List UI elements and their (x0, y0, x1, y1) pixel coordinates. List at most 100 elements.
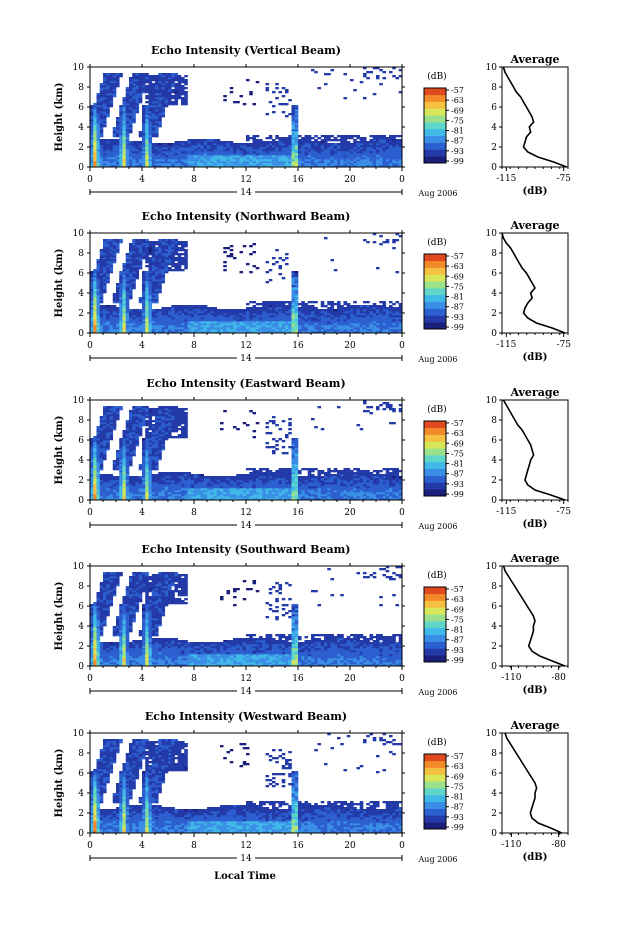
heatmap-cell (314, 157, 318, 160)
heatmap-cell (96, 131, 101, 134)
heatmap-cell (181, 329, 185, 332)
heatmap-cell (285, 311, 289, 314)
heatmap-cell (311, 157, 315, 160)
heatmap-cell (363, 165, 367, 168)
heatmap-cell (142, 462, 146, 465)
heatmap-cell (164, 91, 169, 94)
heatmap-cell (158, 101, 162, 104)
heatmap-cell (301, 161, 305, 164)
heatmap-cell (213, 149, 218, 152)
heatmap-cell (275, 151, 279, 154)
heatmap-cell (99, 161, 104, 164)
heatmap-cell (119, 119, 123, 122)
heatmap-cell (285, 103, 289, 106)
heatmap-cell (145, 251, 149, 254)
heatmap-cell (301, 313, 305, 316)
heatmap-cell (119, 137, 123, 140)
heatmap-cell (304, 139, 309, 142)
heatmap-cell (103, 311, 107, 314)
heatmap-cell (138, 408, 143, 411)
heatmap-cell (324, 149, 328, 152)
heatmap-cell (268, 301, 273, 304)
heatmap-cell (109, 426, 114, 429)
heatmap-cell (395, 311, 400, 314)
heatmap-cell (207, 139, 211, 142)
heatmap-cell (194, 145, 198, 148)
heatmap-cell (129, 131, 133, 134)
heatmap-cell (125, 315, 130, 318)
y-tick-label: 2 (78, 143, 84, 153)
heatmap-cell (158, 161, 162, 164)
heatmap-cell (132, 145, 136, 148)
heatmap-cell (93, 151, 97, 154)
heatmap-cell (369, 319, 374, 322)
heatmap-cell (252, 329, 257, 332)
heatmap-cell (122, 464, 127, 467)
heatmap-cell (145, 129, 149, 132)
heatmap-cell (268, 151, 273, 154)
heatmap-cell (164, 247, 169, 250)
heatmap-cell (236, 165, 240, 168)
heatmap-cell (337, 315, 341, 318)
heatmap-cell (255, 159, 260, 162)
heatmap-cell (301, 321, 305, 324)
heatmap-cell (294, 301, 299, 304)
heatmap-cell (314, 143, 318, 146)
heatmap-cell (103, 287, 107, 290)
heatmap-cell (324, 155, 328, 158)
heatmap-cell (301, 137, 305, 140)
heatmap-cell (109, 247, 114, 250)
heatmap-cell (265, 87, 270, 90)
heatmap-cell (398, 315, 403, 318)
heatmap-cell (353, 323, 357, 326)
heatmap-cell (187, 161, 192, 164)
heatmap-cell (148, 309, 153, 312)
heatmap-cell (337, 311, 341, 314)
x-tick-label: 8 (191, 341, 197, 351)
heatmap-cell (119, 331, 123, 334)
heatmap-cell (320, 323, 325, 326)
heatmap-cell (122, 263, 127, 266)
heatmap-cell (151, 87, 156, 90)
heatmap-cell (294, 327, 299, 330)
heatmap-cell (255, 307, 260, 310)
heatmap-cell (161, 267, 166, 270)
heatmap-cell (135, 482, 140, 485)
heatmap-cell (116, 121, 120, 124)
heatmap-cell (93, 107, 97, 110)
heatmap-cell (249, 327, 253, 330)
heatmap-cell (340, 307, 344, 310)
heatmap-cell (109, 327, 114, 330)
heatmap-cell (138, 155, 143, 158)
heatmap-cell (226, 157, 231, 160)
heatmap-cell (112, 251, 117, 254)
heatmap-cell (265, 301, 270, 304)
heatmap-cell (233, 331, 237, 334)
heatmap-cell (109, 73, 114, 76)
heatmap-cell (109, 97, 114, 100)
heatmap-cell (99, 478, 104, 481)
heatmap-cell (203, 143, 208, 146)
heatmap-cell (96, 454, 101, 457)
heatmap-cell (106, 141, 110, 144)
heatmap-cell (320, 145, 325, 148)
heatmap-cell (213, 141, 218, 144)
heatmap-cell (291, 325, 296, 328)
heatmap-cell (246, 165, 250, 168)
heatmap-cell (233, 159, 237, 162)
heatmap-cell (112, 325, 117, 328)
heatmap-cell (268, 303, 273, 306)
heatmap-cell (116, 418, 120, 421)
heatmap-cell (135, 311, 140, 314)
average-y-tick-label: 2 (491, 143, 497, 153)
heatmap-cell (112, 329, 117, 332)
heatmap-cell (93, 273, 97, 276)
heatmap-cell (161, 247, 166, 250)
heatmap-cell (103, 432, 107, 435)
heatmap-cell (145, 97, 149, 100)
heatmap-cell (135, 101, 140, 104)
heatmap-cell (103, 257, 107, 260)
heatmap-cell (109, 161, 114, 164)
heatmap-cell (346, 305, 351, 308)
heatmap-cell (106, 486, 110, 489)
